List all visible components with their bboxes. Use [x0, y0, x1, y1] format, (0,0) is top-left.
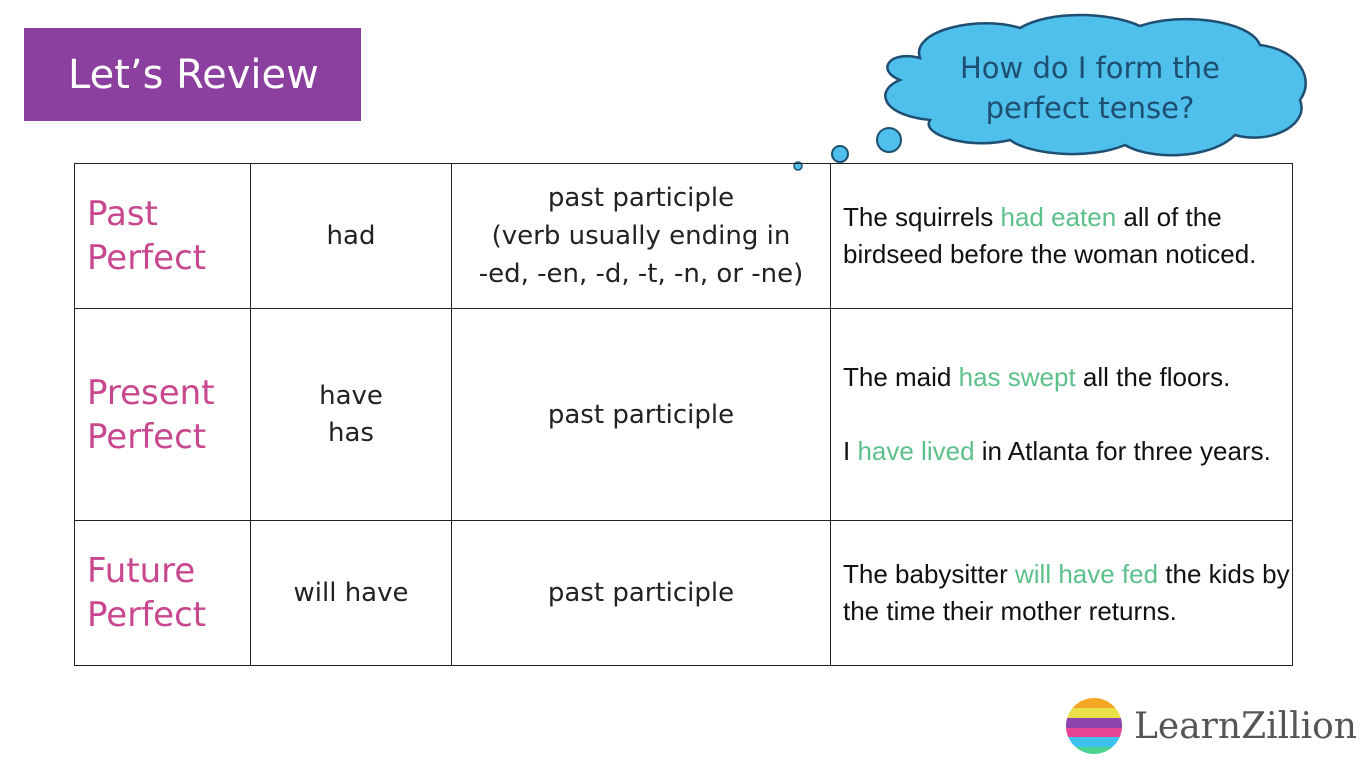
- helper-cell: will have: [250, 520, 452, 666]
- thought-bubble-text: How do I form the perfect tense?: [935, 48, 1245, 128]
- logo-text: LearnZillion: [1134, 705, 1357, 747]
- slide-title: Let’s Review: [24, 28, 361, 121]
- tense-cell: Present Perfect: [74, 308, 251, 521]
- example-text: all of the birdseed before the woman not…: [843, 202, 1257, 269]
- example-text: The babysitter: [843, 559, 1015, 589]
- form-cell: past participle (verb usually ending in -e…: [451, 163, 831, 309]
- example-sentence: The maid has swept all the floors.: [843, 359, 1292, 396]
- example-verb: have lived: [857, 436, 975, 466]
- example-sentence: The babysitter will have fed the kids by…: [843, 556, 1292, 630]
- form-text: (verb usually ending in: [491, 221, 791, 251]
- example-text: The squirrels: [843, 202, 1001, 232]
- example-verb: had eaten: [1000, 202, 1117, 232]
- thought-bubble: [793, 13, 1307, 171]
- table-row: Future Perfect will have past participle …: [74, 520, 1293, 666]
- helper-text: have: [319, 380, 383, 411]
- bubble-line: How do I form the: [959, 51, 1221, 85]
- table-row: Present Perfect have has past participle T…: [74, 308, 1293, 521]
- tense-name: Perfect: [87, 238, 207, 278]
- helper-cell: have has: [250, 308, 452, 521]
- tense-name: Future: [87, 551, 196, 591]
- form-text: -ed, -en, -d, -t, -n, or -ne): [478, 259, 804, 289]
- logo-icon: [1066, 698, 1122, 754]
- tense-name: Perfect: [87, 595, 207, 635]
- example-text: the kids by the time their mother return…: [843, 559, 1290, 626]
- form-cell: past participle: [451, 520, 831, 666]
- tense-name: Perfect: [87, 416, 207, 457]
- table-row: Past Perfect had past participle (verb usu…: [74, 163, 1293, 309]
- tense-cell: Future Perfect: [74, 520, 251, 666]
- learnzillion-logo: LearnZillion: [1064, 696, 1357, 756]
- example-cell: The squirrels had eaten all of the birds…: [830, 163, 1293, 309]
- form-text: past participle: [547, 183, 735, 213]
- tense-name: Past: [87, 194, 158, 234]
- example-text: The maid: [843, 362, 959, 392]
- example-sentence: The squirrels had eaten all of the birds…: [843, 199, 1292, 273]
- bubble-line: perfect tense?: [985, 91, 1195, 125]
- tense-cell: Past Perfect: [74, 163, 251, 309]
- example-text: in Atlanta for three years.: [974, 436, 1271, 466]
- example-verb: has swept: [958, 362, 1076, 392]
- example-cell: The babysitter will have fed the kids by…: [830, 520, 1293, 666]
- tense-name: Present: [87, 372, 215, 413]
- example-text: all the floors.: [1075, 362, 1231, 392]
- helper-text: has: [328, 417, 374, 448]
- perfect-tense-table: Past Perfect had past participle (verb usu…: [74, 163, 1293, 666]
- example-sentence: I have lived in Atlanta for three years.: [843, 433, 1292, 470]
- helper-cell: had: [250, 163, 452, 309]
- form-cell: past participle: [451, 308, 831, 521]
- example-text: I: [843, 436, 858, 466]
- example-cell: The maid has swept all the floors. I hav…: [830, 308, 1293, 521]
- example-verb: will have fed: [1014, 559, 1159, 589]
